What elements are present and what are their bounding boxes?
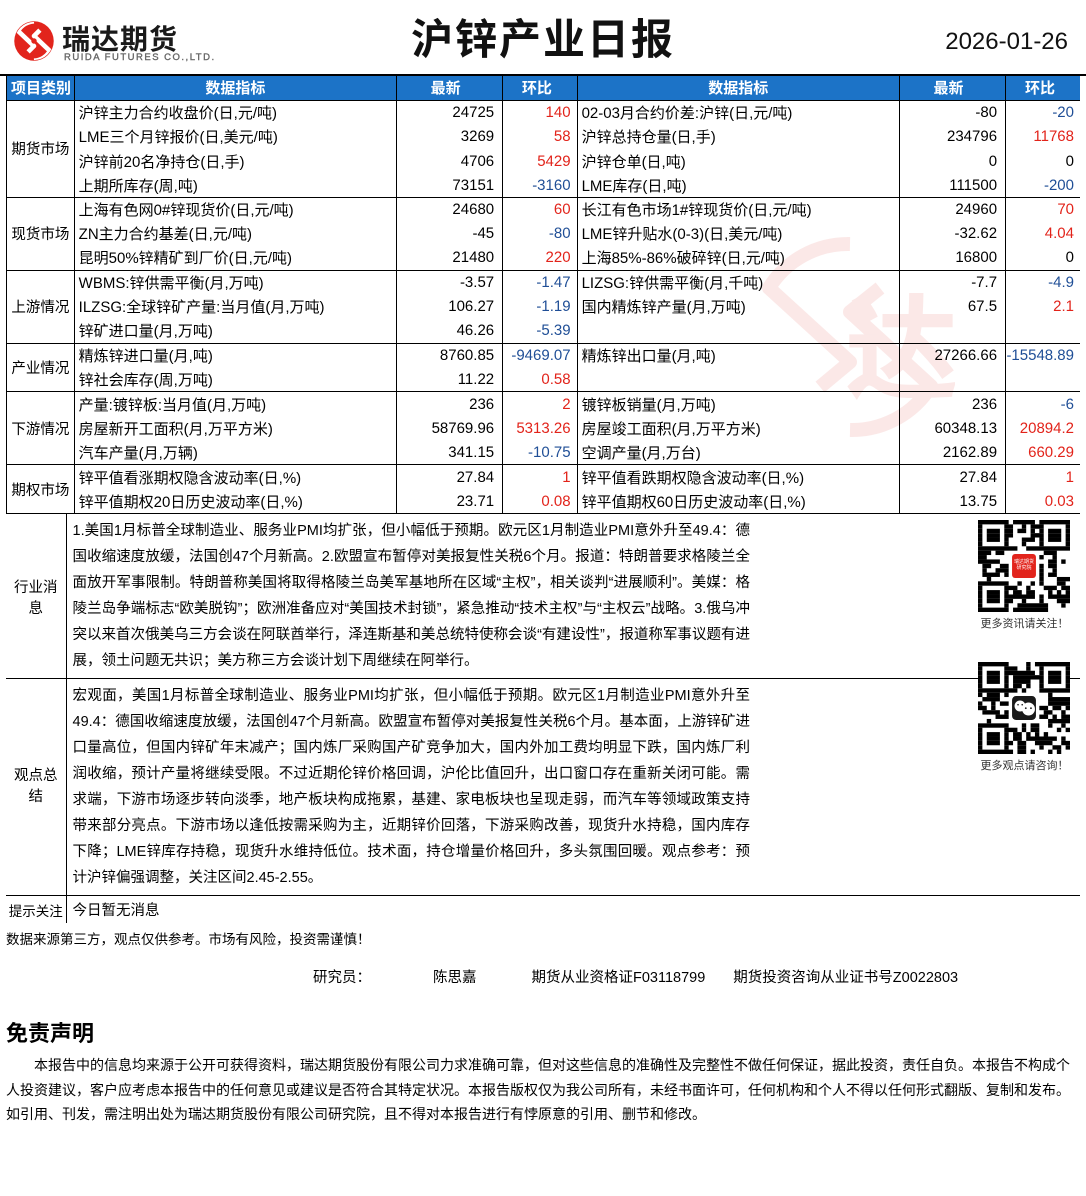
svg-text:研究院: 研究院 [1017,564,1032,571]
svg-text:瑞达期货: 瑞达期货 [1014,558,1034,565]
